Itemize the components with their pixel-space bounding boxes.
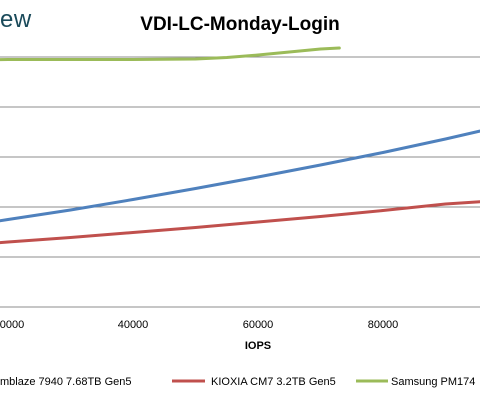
x-tick-label: 80000 (368, 319, 399, 331)
x-tick-label: 0000 (0, 319, 24, 331)
series-layer (0, 46, 480, 245)
legend-label-1: KIOXIA CM7 3.2TB Gen5 (211, 376, 336, 388)
series-line-0 (0, 129, 480, 223)
x-axis-label: IOPS (245, 340, 271, 352)
legend: mblaze 7940 7.68TB Gen5 KIOXIA CM7 3.2TB … (0, 376, 475, 388)
legend-label-2: Samsung PM174 (391, 376, 475, 388)
legend-label-0: mblaze 7940 7.68TB Gen5 (0, 376, 131, 388)
gridlines (0, 56, 480, 308)
chart-title: VDI-LC-Monday-Login (140, 14, 340, 35)
x-tick-label: 40000 (118, 319, 149, 331)
x-tick-labels: 0000 40000 60000 80000 (0, 319, 398, 331)
series-line-2 (0, 46, 341, 62)
series-line-1 (0, 200, 480, 245)
x-tick-label: 60000 (243, 319, 274, 331)
brand-logo-text: ew (0, 6, 32, 33)
